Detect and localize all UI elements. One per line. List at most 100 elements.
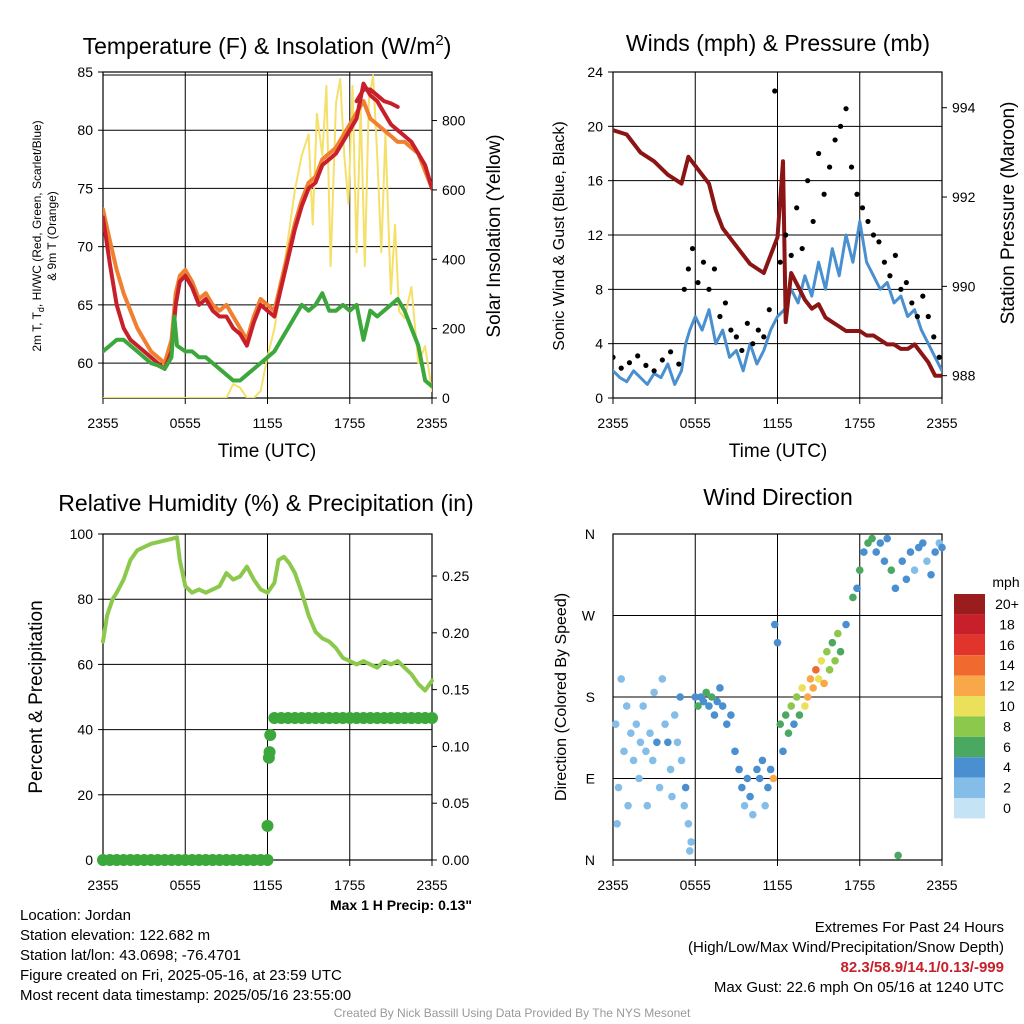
direction-point [853, 584, 861, 593]
direction-point [670, 711, 679, 719]
legend-swatch [954, 716, 985, 737]
direction-point [764, 783, 772, 792]
y-tick-label: 80 [77, 591, 93, 607]
direction-point [891, 584, 900, 593]
gust-point [854, 191, 860, 197]
direction-point [919, 539, 927, 547]
legend-swatch [954, 675, 985, 696]
x-tick-label: 2355 [597, 415, 628, 431]
gust-point [733, 334, 739, 340]
direction-point [872, 548, 880, 556]
pressure-line [613, 128, 942, 378]
direction-point [707, 693, 716, 701]
direction-point [792, 693, 801, 701]
y2-tick-label: 600 [442, 182, 466, 198]
gust-point [755, 327, 761, 333]
direction-point [803, 693, 812, 701]
y-tick-label: 12 [587, 227, 603, 243]
direction-point [673, 738, 682, 747]
gust-point [766, 307, 772, 313]
gust-point [794, 205, 800, 211]
gust-point [777, 259, 783, 265]
precip-point [426, 712, 438, 725]
y-tick-label: 65 [77, 297, 93, 313]
hiwc-line [354, 87, 400, 109]
y-tick-label: 0 [85, 852, 93, 868]
gust-point [909, 300, 915, 306]
direction-point [773, 638, 782, 647]
direction-point [691, 693, 700, 701]
direction-point [902, 575, 911, 584]
precip-point [261, 854, 274, 866]
y2-tick-label: 800 [442, 113, 466, 129]
y-axis-label: Sonic Wind & Gust (Blue, Black) [551, 121, 568, 350]
x-tick-label: 0555 [680, 415, 711, 431]
gust-point [898, 286, 904, 292]
gust-point [685, 266, 691, 272]
gust-point [881, 259, 888, 265]
y-tick-label: 80 [77, 122, 93, 138]
y-tick-label: 60 [77, 656, 93, 672]
direction-point [834, 629, 842, 638]
direction-point [931, 548, 939, 556]
plot-frame [102, 71, 433, 399]
gust-point [659, 357, 665, 363]
gust-point [695, 279, 701, 286]
y2-tick-label: 992 [952, 189, 976, 205]
y-tick-label: 100 [70, 526, 94, 542]
direction-point [639, 702, 647, 710]
gust-point [925, 313, 931, 320]
location-text: Location: Jordan [20, 907, 131, 924]
gust-point [931, 334, 937, 340]
gust-point [805, 178, 811, 184]
x-axis-label: Time (UTC) [218, 441, 317, 462]
elevation-text: Station elevation: 122.682 m [20, 927, 211, 944]
legend-title: mph [992, 574, 1019, 590]
gust-point [744, 320, 750, 326]
direction-point [617, 675, 626, 683]
chart-title: Temperature (F) & Insolation (W/m2) [83, 32, 452, 59]
gust-point [681, 286, 687, 292]
td-line [103, 291, 432, 389]
gust-point [799, 245, 805, 252]
legend-swatch [954, 696, 985, 717]
direction-point [828, 638, 837, 647]
gust-point [865, 218, 871, 225]
direction-point [894, 851, 902, 860]
direction-point [699, 697, 708, 706]
direction-point [787, 702, 796, 710]
direction-point [653, 738, 661, 747]
direction-point [795, 711, 804, 719]
speed-legend: mph 20+ 18 16 14 12 10 8 6 4 2 0 [954, 574, 1020, 819]
gust-point [667, 349, 674, 355]
x-tick-label: 1755 [844, 877, 875, 893]
y-tick-label: 85 [77, 64, 93, 80]
direction-point [883, 534, 891, 543]
max-precip-annotation: Max 1 H Precip: 0.13" [330, 897, 472, 913]
direction-point [702, 688, 711, 697]
x-tick-label: 0555 [680, 877, 711, 893]
direction-point [635, 774, 643, 783]
y2-tick-label: 0.00 [442, 852, 469, 868]
gust-point [728, 327, 734, 333]
legend-label: 18 [999, 616, 1015, 632]
direction-point [685, 847, 694, 855]
t9m-line [103, 99, 432, 366]
gust-point [837, 123, 844, 129]
chart-title: Winds (mph) & Pressure (mb) [626, 30, 930, 56]
y-tick-label: S [586, 689, 595, 705]
direction-point [817, 656, 826, 665]
x-tick-label: 2355 [87, 877, 118, 893]
direction-point [738, 783, 746, 792]
humidity-precipitation-chart: 2355 0555 1155 1755 2355 0 20 40 60 80 100 0.00 0.05… [26, 490, 474, 913]
direction-point [627, 729, 635, 738]
x-axis-label: Time (UTC) [729, 441, 828, 462]
gust-point [700, 259, 707, 265]
direction-point [784, 729, 793, 738]
direction-point [855, 566, 864, 575]
direction-point [611, 720, 620, 728]
direction-point [716, 684, 724, 692]
gust-point [848, 164, 855, 170]
direction-point [655, 783, 664, 792]
